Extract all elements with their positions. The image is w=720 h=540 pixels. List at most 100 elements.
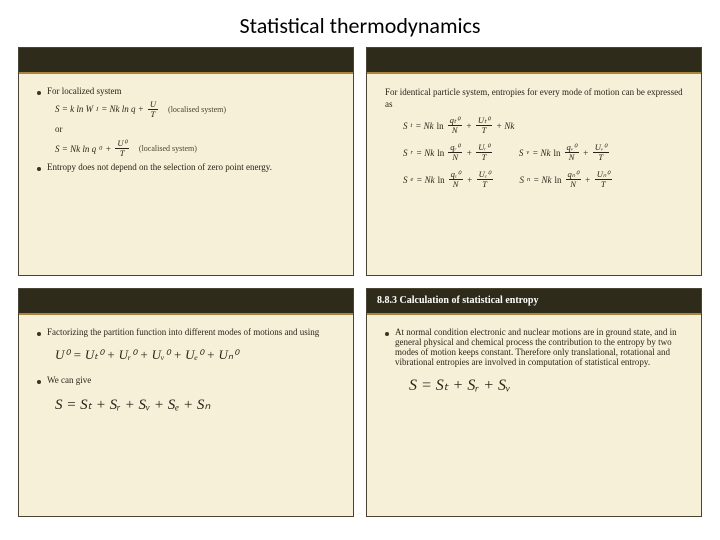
frac-den: N bbox=[450, 153, 460, 162]
bullet-dot bbox=[37, 332, 41, 336]
fraction: qₜ⁰ N bbox=[448, 116, 462, 135]
eq-sub: n bbox=[527, 176, 530, 183]
eq-sr: Sr = Nk ln qᵣ⁰ N + Uᵣ⁰ T bbox=[403, 143, 493, 162]
frac-den: T bbox=[596, 153, 605, 162]
eq-text: S = Sₜ + Sᵣ + Sᵥ + Sₑ + Sₙ bbox=[55, 395, 210, 414]
bullet-tl-2: Entropy does not depend on the selection… bbox=[37, 162, 339, 172]
eq-sym: = Nk bbox=[532, 148, 550, 158]
panel-top-left: For localized system S = k ln WI = Nk ln… bbox=[18, 47, 354, 276]
eq-prefix: S bbox=[403, 175, 408, 185]
bullet-br-1: At normal condition electronic and nucle… bbox=[385, 327, 687, 367]
bullet-bl-1: Factorizing the partition function into … bbox=[37, 327, 339, 337]
panel-br-body: At normal condition electronic and nucle… bbox=[367, 315, 701, 407]
eq-sym: = Nk bbox=[416, 148, 434, 158]
eq-part: S = Nk ln q bbox=[55, 144, 96, 154]
panel-br-header: 8.8.3 Calculation of statistical entropy bbox=[367, 289, 701, 315]
panel-bottom-right: 8.8.3 Calculation of statistical entropy… bbox=[366, 288, 702, 517]
bullet-bl-2: We can give bbox=[37, 375, 339, 385]
bullet-dot bbox=[37, 91, 41, 95]
bullet-text: Entropy does not depend on the selection… bbox=[47, 162, 272, 172]
eq-sub: e bbox=[411, 176, 414, 183]
eq-sub: I bbox=[96, 106, 98, 113]
fraction: qᵥ⁰ N bbox=[565, 143, 579, 162]
panel-bl-header bbox=[19, 289, 353, 315]
frac-den: T bbox=[149, 110, 158, 119]
eq-sym: = Nk bbox=[416, 175, 434, 185]
bullet-tl-1: For localized system bbox=[37, 86, 339, 96]
fraction: qₙ⁰ N bbox=[566, 170, 581, 189]
frac-den: T bbox=[118, 149, 127, 158]
intro-text: For identical particle system, entropies… bbox=[385, 86, 687, 110]
panel-bottom-left: Factorizing the partition function into … bbox=[18, 288, 354, 517]
plus: + bbox=[583, 148, 589, 158]
bullet-dot bbox=[37, 380, 41, 384]
bullet-dot bbox=[37, 167, 41, 171]
eq-bl-u: U⁰ = Uₜ⁰ + Uᵣ⁰ + Uᵥ⁰ + Uₑ⁰ + Uₙ⁰ bbox=[55, 347, 339, 363]
panel-tr-body: For identical particle system, entropies… bbox=[367, 74, 701, 201]
eq-sym: = Nk bbox=[533, 175, 551, 185]
ln: ln bbox=[437, 121, 444, 131]
frac-den: T bbox=[480, 126, 489, 135]
fraction: qₑ⁰ N bbox=[449, 170, 463, 189]
eq-sub: r bbox=[411, 149, 413, 156]
eq-prefix: S bbox=[403, 148, 408, 158]
bullet-text: We can give bbox=[47, 375, 91, 385]
or-text: or bbox=[55, 123, 339, 135]
frac-den: N bbox=[450, 126, 460, 135]
eq-tl-1: S = k ln WI = Nk ln q + U T (localised s… bbox=[55, 100, 339, 119]
panel-bl-body: Factorizing the partition function into … bbox=[19, 315, 353, 426]
panel-top-right: For identical particle system, entropies… bbox=[366, 47, 702, 276]
bullet-text: For localized system bbox=[47, 86, 121, 96]
frac-den: N bbox=[451, 180, 461, 189]
plus: + bbox=[466, 121, 472, 131]
panel-tl-body: For localized system S = k ln WI = Nk ln… bbox=[19, 74, 353, 182]
panel-tr-header bbox=[367, 48, 701, 74]
ln: ln bbox=[437, 148, 444, 158]
bullet-text: At normal condition electronic and nucle… bbox=[395, 327, 687, 367]
plus: + bbox=[585, 175, 591, 185]
fraction: Uᵣ⁰ T bbox=[476, 143, 492, 162]
eq-part: S = k ln W bbox=[55, 104, 93, 114]
eq-br: S = Sₜ + Sᵣ + Sᵥ bbox=[409, 375, 687, 395]
plus: + bbox=[466, 148, 472, 158]
fraction: Uₑ⁰ T bbox=[477, 170, 493, 189]
eq-sv: Sv = Nk ln qᵥ⁰ N + Uᵥ⁰ T bbox=[519, 143, 610, 162]
fraction: U⁰ T bbox=[115, 139, 129, 158]
page-title: Statistical thermodynamics bbox=[0, 0, 720, 47]
plus: + bbox=[467, 175, 473, 185]
ln: ln bbox=[554, 148, 561, 158]
eq-text: U⁰ = Uₜ⁰ + Uᵣ⁰ + Uᵥ⁰ + Uₑ⁰ + Uₙ⁰ bbox=[55, 347, 238, 363]
eq-part: + bbox=[105, 144, 111, 154]
eq-note: (localised system) bbox=[139, 144, 197, 153]
eq-tl-2: S = Nk ln q0 + U⁰ T (localised system) bbox=[55, 139, 339, 158]
eq-text: S = Sₜ + Sᵣ + Sᵥ bbox=[409, 375, 511, 395]
frac-den: T bbox=[480, 153, 489, 162]
fraction: qᵣ⁰ N bbox=[448, 143, 462, 162]
eq-sn: Sn = Nk ln qₙ⁰ N + Uₙ⁰ T bbox=[520, 170, 613, 189]
eq-prefix: S bbox=[520, 175, 525, 185]
eq-sub: t bbox=[411, 122, 413, 129]
panel-grid: For localized system S = k ln WI = Nk ln… bbox=[0, 47, 720, 531]
frac-den: N bbox=[568, 180, 578, 189]
eq-row-2: Sr = Nk ln qᵣ⁰ N + Uᵣ⁰ T Sv = Nk bbox=[381, 139, 687, 166]
frac-den: T bbox=[480, 180, 489, 189]
eq-prefix: S bbox=[403, 121, 408, 131]
eq-sub: v bbox=[526, 149, 529, 156]
eq-extra: + Nk bbox=[496, 121, 514, 131]
ln: ln bbox=[438, 175, 445, 185]
eq-sym: = Nk bbox=[415, 121, 433, 131]
fraction: Uᵥ⁰ T bbox=[593, 143, 609, 162]
ln: ln bbox=[555, 175, 562, 185]
frac-den: T bbox=[599, 180, 608, 189]
eq-part: = Nk ln q + bbox=[101, 104, 144, 114]
eq-st: St = Nk ln qₜ⁰ N + Uₜ⁰ T + Nk bbox=[403, 116, 687, 135]
eq-prefix: S bbox=[519, 148, 524, 158]
fraction: Uₙ⁰ T bbox=[595, 170, 612, 189]
eq-note: (localised system) bbox=[168, 105, 226, 114]
eq-row-3: Se = Nk ln qₑ⁰ N + Uₑ⁰ T Sn = Nk bbox=[381, 166, 687, 193]
eq-sup: 0 bbox=[99, 145, 102, 152]
bullet-text: Factorizing the partition function into … bbox=[47, 327, 319, 337]
fraction: Uₜ⁰ T bbox=[476, 116, 492, 135]
bullet-dot bbox=[385, 332, 389, 336]
eq-bl-s: S = Sₜ + Sᵣ + Sᵥ + Sₑ + Sₙ bbox=[55, 395, 339, 414]
